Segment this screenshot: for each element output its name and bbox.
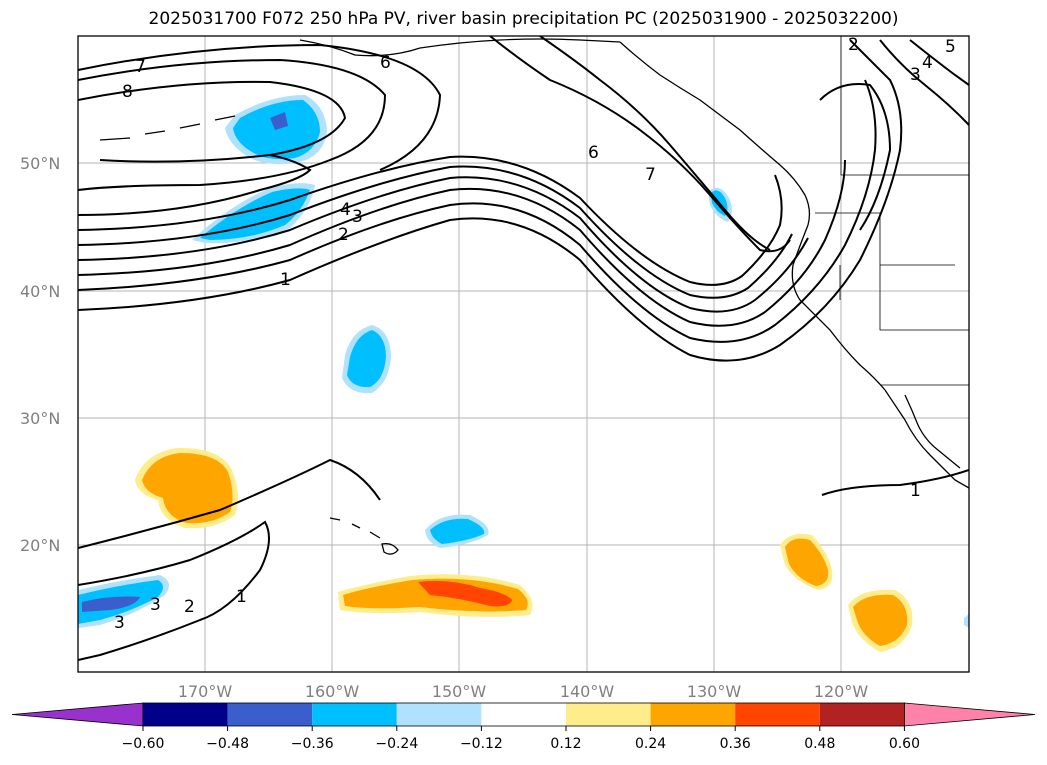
- lon-label-160w: 160°W: [305, 682, 360, 701]
- coast-hawaii: [329, 517, 399, 555]
- precip-negative-aleutian-core: [270, 112, 288, 130]
- colorbar-tick-label: −0.12: [460, 736, 503, 752]
- colorbar: −0.60 −0.48 −0.36 −0.24 −0.12 0.12 0.24 0.36 0.4…: [11, 702, 1036, 752]
- lat-labels: 50°N 40°N 30°N 20°N: [20, 154, 60, 555]
- contour-2: [78, 79, 877, 343]
- precip-positive-mexico: [785, 538, 829, 586]
- contour-label-1-se: 1: [910, 481, 921, 501]
- map-frame-bg: [78, 36, 969, 672]
- contour-label-7-ridge: 7: [645, 165, 656, 185]
- contour-label-3-sw-a: 3: [150, 595, 161, 615]
- colorbar-segment: [312, 703, 397, 726]
- gridlines: [78, 36, 969, 672]
- lon-label-130w: 130°W: [687, 682, 742, 701]
- map-frame: [77, 35, 970, 673]
- contour-8: [78, 58, 387, 191]
- contour-east-2: [879, 39, 969, 126]
- colorbar-segment: [396, 703, 482, 726]
- border-states-1: [815, 212, 955, 266]
- contour-label-2: 2: [338, 225, 349, 245]
- contour-4: [78, 176, 809, 313]
- contour-label-8: 8: [122, 82, 133, 102]
- lat-label-20n: 20°N: [20, 536, 60, 555]
- contour-3: [78, 159, 846, 327]
- colorbar-tick-label: −0.24: [375, 736, 418, 752]
- contour-6-inner: [78, 80, 347, 163]
- colorbar-segment: [227, 703, 313, 726]
- contour-7: [78, 43, 442, 171]
- lon-label-170w: 170°W: [178, 682, 233, 701]
- colorbar-segment: [566, 703, 651, 726]
- lon-labels: 170°W 160°W 150°W 140°W 130°W 120°W: [178, 682, 869, 701]
- contour-label-5-ne: 5: [945, 37, 956, 57]
- lon-label-150w: 150°W: [432, 682, 487, 701]
- pv-contours: [78, 36, 969, 661]
- map-title: 2025031700 F072 250 hPa PV, river basin …: [148, 9, 899, 29]
- coast-aleutians: [99, 115, 236, 141]
- precip-negative-sw-core: [82, 596, 140, 612]
- colorbar-tick-label: 0.48: [804, 736, 835, 752]
- precip-positive-band-core: [418, 580, 512, 607]
- coast-alaska: [299, 38, 621, 57]
- contour-label-3-sw-b: 3: [114, 613, 125, 633]
- colorbar-tick-label: 0.60: [889, 736, 920, 752]
- contour-label-3: 3: [352, 207, 363, 227]
- contour-label-6-ridge: 6: [588, 143, 599, 163]
- colorbar-segment: [650, 703, 736, 726]
- contour-label-4-ne: 4: [922, 53, 933, 73]
- contour-label-2-ne: 2: [848, 35, 859, 55]
- contour-east-1-south: [821, 469, 969, 496]
- colorbar-tick-label: −0.36: [291, 736, 334, 752]
- colorbar-outline: [142, 702, 905, 727]
- colorbar-tick-label: −0.48: [206, 736, 249, 752]
- coast-bc: [619, 41, 811, 226]
- contour-7-ridge: [539, 36, 771, 251]
- contour-label-6-north: 6: [380, 53, 391, 73]
- colorbar-segment: [481, 703, 566, 726]
- lat-label-30n: 30°N: [20, 409, 60, 428]
- lat-label-50n: 50°N: [20, 154, 60, 173]
- contour-label-4: 4: [340, 200, 351, 220]
- borders: [815, 36, 969, 386]
- colorbar-extend-high: [904, 702, 1036, 727]
- colorbar-extend-low: [11, 702, 144, 727]
- coast-mexico: [884, 389, 969, 489]
- colorbar-segment: [143, 703, 228, 726]
- colorbar-segment: [819, 703, 905, 726]
- colorbar-tick-label: 0.12: [550, 736, 581, 752]
- coast-baja-gulf: [904, 394, 961, 469]
- contour-east-1: [819, 83, 892, 231]
- contour-label-1: 1: [280, 270, 291, 290]
- lon-label-120w: 120°W: [814, 682, 869, 701]
- precip-negative-aleutian: [233, 100, 320, 160]
- contour-south-2: [78, 520, 270, 661]
- contour-east-3: [909, 39, 969, 86]
- contour-1-north: [78, 39, 903, 362]
- contour-labels: 7 8 6 6 7 4 3 2 1 2 3 4 5 1 2 1 3 3: [114, 35, 956, 633]
- colorbar-tick-label: 0.24: [635, 736, 666, 752]
- colorbar-segment: [735, 703, 820, 726]
- lon-label-140w: 140°W: [560, 682, 615, 701]
- contour-label-1-sw: 1: [236, 587, 247, 607]
- coastlines: [99, 38, 969, 555]
- contour-7-inner: [78, 154, 312, 216]
- contour-label-7-nw: 7: [135, 57, 146, 77]
- colorbar-tick-label: −0.60: [122, 736, 165, 752]
- contour-south-1: [78, 458, 381, 549]
- border-canada-us: [840, 36, 969, 176]
- precip-positive-east: [853, 594, 908, 646]
- contour-6-ridge: [489, 36, 791, 253]
- contour-label-3-ne: 3: [910, 65, 921, 85]
- precip-negative-central: [347, 330, 386, 388]
- lat-label-40n: 40°N: [20, 282, 60, 301]
- contour-label-2-sw: 2: [184, 597, 195, 617]
- precip-negative-hawaii: [430, 518, 485, 544]
- border-states-2: [839, 265, 969, 331]
- precip-negative-edge: [964, 614, 969, 628]
- contour-5: [78, 165, 793, 299]
- precip-positive-west: [142, 453, 233, 524]
- colorbar-tick-label: 0.36: [720, 736, 751, 752]
